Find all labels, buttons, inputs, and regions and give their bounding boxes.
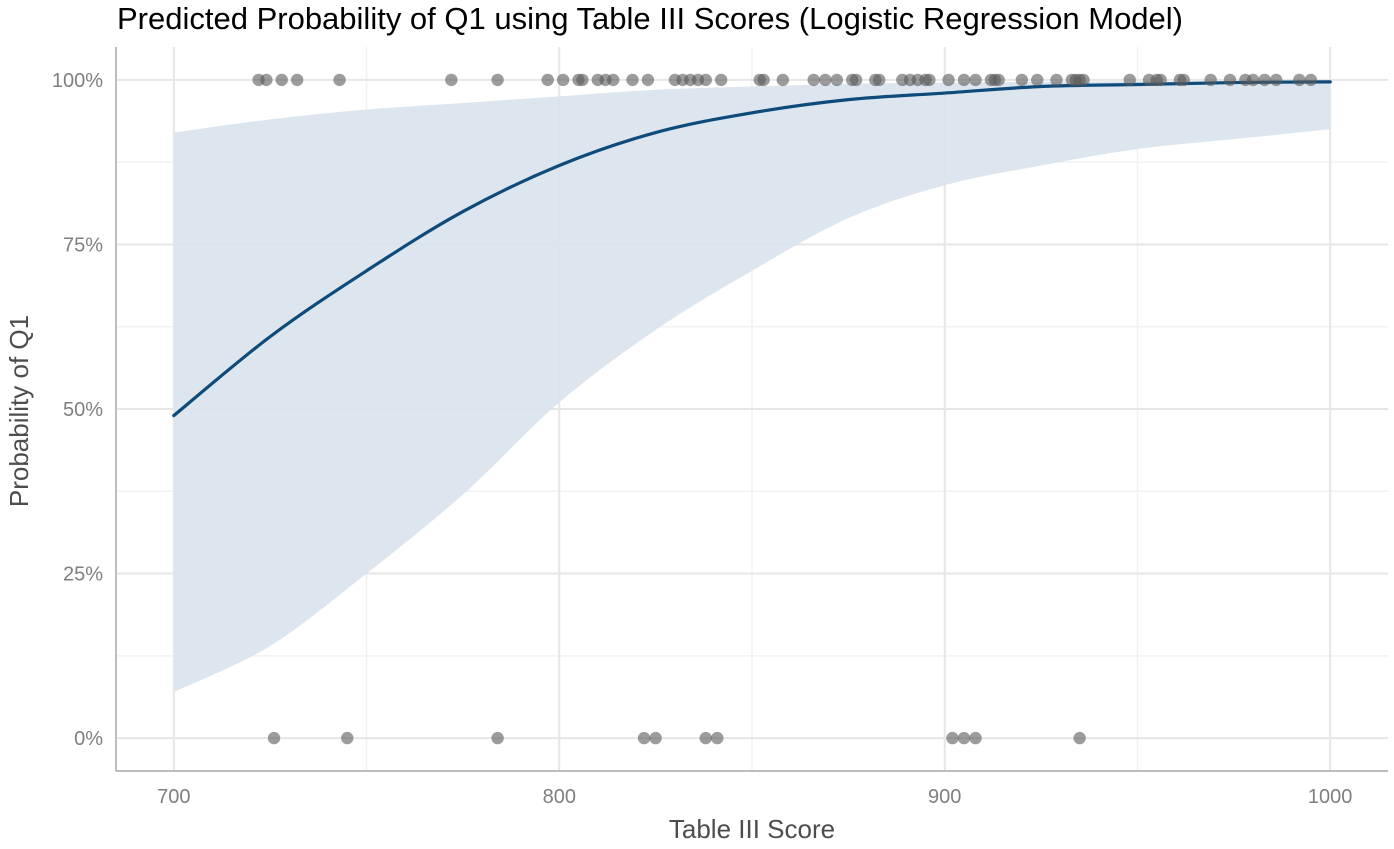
data-point	[1293, 73, 1306, 87]
data-point	[333, 73, 346, 87]
data-point	[1123, 73, 1136, 87]
data-point	[1223, 73, 1237, 87]
data-point	[1304, 73, 1318, 87]
tick-labels: 700 800 900 1000 0% 25% 50% 75% 100%	[52, 70, 1353, 808]
data-point	[776, 73, 790, 87]
chart-title: Predicted Probability of Q1 using Table …	[117, 1, 1183, 36]
data-point	[1204, 73, 1217, 87]
data-point	[819, 73, 832, 87]
data-point	[491, 73, 504, 87]
data-point	[757, 73, 770, 87]
x-tick-label: 900	[928, 786, 961, 808]
y-tick-label: 25%	[63, 564, 103, 586]
data-point	[275, 73, 288, 87]
data-point	[260, 73, 273, 87]
y-tick-label: 0%	[74, 728, 103, 750]
data-point	[849, 73, 863, 87]
x-axis-title: Table III Score	[669, 814, 835, 844]
data-point	[942, 73, 955, 87]
data-point	[1073, 731, 1086, 745]
data-point	[445, 73, 458, 87]
y-tick-label: 75%	[63, 234, 103, 256]
data-point	[711, 731, 724, 745]
data-point	[714, 73, 728, 87]
data-point	[830, 73, 843, 87]
data-point	[290, 73, 304, 87]
data-point	[1246, 73, 1260, 87]
data-point	[1177, 73, 1190, 87]
data-point	[923, 73, 936, 87]
data-point	[267, 731, 281, 745]
data-point	[1015, 73, 1029, 87]
x-tick-label: 1000	[1308, 786, 1353, 808]
y-axis-title: Probability of Q1	[4, 315, 34, 507]
data-point	[1050, 73, 1063, 87]
x-tick-label: 700	[157, 786, 190, 808]
confidence-ribbon	[173, 80, 1331, 693]
data-point	[1031, 73, 1044, 87]
data-point	[641, 73, 655, 87]
data-point	[992, 73, 1005, 87]
data-point	[491, 731, 504, 745]
observation-points	[252, 73, 1318, 745]
data-point	[699, 73, 712, 87]
y-tick-label: 50%	[63, 399, 103, 421]
data-point	[946, 731, 959, 745]
y-tick-label: 100%	[52, 70, 103, 92]
data-point	[1258, 73, 1271, 87]
data-point	[576, 73, 589, 87]
data-point	[957, 731, 971, 745]
data-point	[556, 73, 570, 87]
data-point	[873, 73, 886, 87]
data-point	[637, 731, 651, 745]
data-point	[649, 731, 662, 745]
data-point	[1154, 73, 1167, 87]
data-point	[699, 731, 712, 745]
data-point	[607, 73, 620, 87]
fit-line-layer	[172, 80, 1332, 418]
data-point	[541, 73, 554, 87]
data-point	[969, 731, 982, 745]
data-point	[341, 731, 354, 745]
data-point	[957, 73, 971, 87]
x-tick-label: 800	[543, 786, 576, 808]
fit-line	[172, 80, 1332, 418]
data-point	[1270, 73, 1283, 87]
data-point	[807, 73, 820, 87]
data-point	[1077, 73, 1090, 87]
data-point	[626, 73, 639, 87]
axes	[115, 47, 1388, 772]
confidence-band	[173, 80, 1331, 693]
data-point	[969, 73, 982, 87]
